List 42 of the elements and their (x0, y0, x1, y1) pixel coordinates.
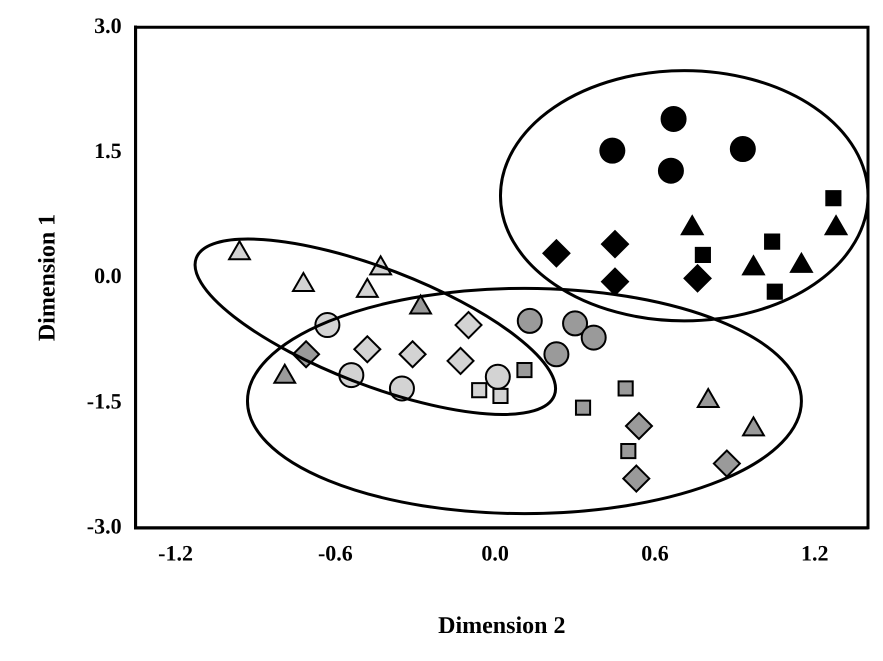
point (574, 400, 592, 416)
point (516, 362, 533, 378)
point (353, 335, 382, 364)
y-tick-label: -1.5 (86, 388, 122, 414)
point (684, 264, 712, 292)
point (825, 190, 842, 206)
point (446, 346, 475, 375)
point (543, 341, 570, 368)
point (484, 364, 511, 390)
y-tick-label: -3.0 (86, 513, 122, 538)
y-axis-title: Dimension 1 (34, 214, 61, 342)
point (471, 382, 488, 398)
point (624, 412, 653, 440)
point (660, 106, 687, 132)
point (601, 230, 629, 258)
point (398, 340, 427, 368)
point (694, 246, 711, 264)
point (580, 324, 607, 351)
x-tick-label: 0.0 (481, 540, 509, 566)
point (766, 284, 783, 300)
point (562, 310, 588, 336)
point (599, 138, 626, 164)
point (764, 234, 780, 250)
x-tick-label: -1.2 (158, 540, 193, 566)
point (492, 388, 509, 404)
point (618, 380, 634, 397)
point (542, 239, 570, 268)
point (730, 136, 756, 162)
point (712, 450, 741, 478)
point (454, 311, 483, 340)
point (516, 308, 543, 334)
y-tick-label: 1.5 (94, 138, 122, 164)
x-tick-label: 0.6 (641, 540, 669, 566)
point (601, 268, 629, 296)
point (620, 442, 636, 460)
x-tick-label: 1.2 (800, 540, 828, 566)
x-axis-title: Dimension 2 (438, 612, 566, 639)
y-tick-label: 0.0 (94, 263, 122, 288)
point (622, 464, 650, 493)
x-tick-label: -0.6 (318, 540, 353, 566)
y-tick-label: 3.0 (94, 12, 122, 38)
point (658, 158, 684, 184)
